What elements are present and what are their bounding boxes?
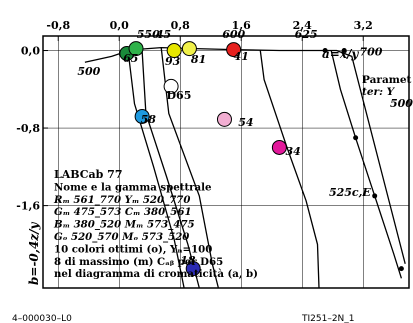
label-525c-e: 525c,E xyxy=(329,186,371,199)
legend-line: 8 di massimo (m) Cₐᵦ per D65 xyxy=(54,256,223,268)
footer-left: 4–000030–L0 xyxy=(12,314,72,323)
x-tick-label: 3,2 xyxy=(354,19,373,32)
x-tick-label: 0,8 xyxy=(171,19,190,32)
label-54: 54 xyxy=(238,116,253,129)
gamut-curve xyxy=(127,53,185,289)
y-tick-label: -0,8 xyxy=(16,122,40,135)
gamut-curve xyxy=(259,50,320,289)
label-41: 41 xyxy=(234,50,249,63)
legend-line: Rₘ 561_770 Yₘ 520_770 xyxy=(53,194,190,207)
gamut-curve xyxy=(141,50,200,289)
y-tick-label: 0,0 xyxy=(21,45,40,58)
curve-marker xyxy=(372,193,378,199)
parameter-label: Paramet xyxy=(362,74,412,86)
label-600: 600 xyxy=(222,28,245,41)
y-axis-title: b=-0,4z/y xyxy=(27,222,41,286)
label-58: 58 xyxy=(141,113,157,126)
parameter-label-2: ter: Y xyxy=(362,86,396,98)
points xyxy=(119,41,287,277)
legend-line: Gₘ 475_573 Cₘ 380_561 xyxy=(54,206,192,219)
curve-marker xyxy=(353,135,359,141)
point-93 xyxy=(166,43,182,59)
label-500c-e: 500c,E xyxy=(390,97,413,110)
legend-line: Gₒ 520_570 Mₒ 573_520 xyxy=(54,231,189,244)
label-700: 700 xyxy=(359,45,382,58)
grid xyxy=(43,36,409,288)
x-tick-label: -0,8 xyxy=(46,19,70,32)
curve-marker xyxy=(341,48,347,54)
label-18: 18 xyxy=(180,254,196,267)
point-550 xyxy=(128,41,144,57)
point-41 xyxy=(226,42,242,58)
x-tick-label: 2,4 xyxy=(293,19,312,32)
x-tick-label: 0,0 xyxy=(110,19,129,32)
axis-ticks: -0,8 0,0 0,8 1,6 2,4 3,2 0,0 -0,8 -1,6 xyxy=(16,19,373,213)
curve-marker xyxy=(322,48,328,54)
label-d65: D65 xyxy=(167,89,192,102)
point-81 xyxy=(181,41,197,57)
y-tick-label: -1,6 xyxy=(16,200,40,213)
label-93: 93 xyxy=(165,55,181,68)
point-34 xyxy=(271,139,287,155)
legend-line: nel diagramma di cromaticità (a, b) xyxy=(54,268,258,280)
label-45: 45 xyxy=(156,28,171,41)
legend-line: LABCab 77 xyxy=(54,168,122,181)
gamut-curve xyxy=(330,50,403,279)
x-axis-title: a=x/y xyxy=(322,47,359,61)
footer-right: TI251–2N_1 xyxy=(301,314,355,323)
label-500: 500 xyxy=(77,65,100,78)
legend-line: Bₘ 380_520 Mₘ 573_475 xyxy=(53,219,195,232)
label-81: 81 xyxy=(191,53,206,66)
curve-marker xyxy=(398,266,404,272)
plot-frame xyxy=(42,35,410,289)
label-625: 625 xyxy=(295,28,318,41)
legend-line: Nome e la gamma spettrale xyxy=(54,181,212,193)
point-54 xyxy=(216,111,232,127)
label-65: 65 xyxy=(123,52,138,65)
legend-line: 10 colori ottimi (o), Yₙ=100 xyxy=(54,243,212,255)
label-550: 550 xyxy=(137,28,160,41)
x-tick-label: 1,6 xyxy=(232,19,251,32)
point-18 xyxy=(185,261,201,277)
point-d65 xyxy=(163,78,179,94)
point-58 xyxy=(134,108,150,124)
label-34: 34 xyxy=(285,145,300,158)
